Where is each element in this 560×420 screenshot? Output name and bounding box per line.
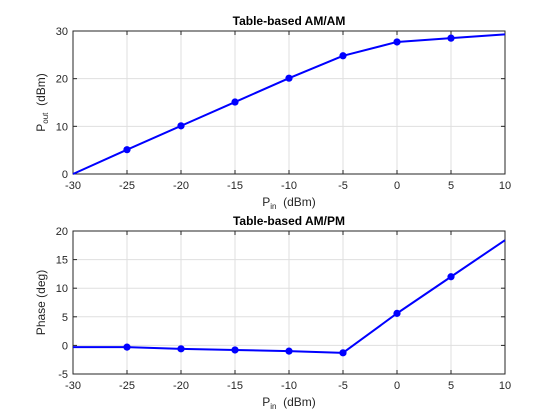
chart-title: Table-based AM/AM [233,14,346,28]
x-tick-label: -20 [173,380,189,392]
x-tick-label: -25 [119,380,135,392]
data-point [177,345,185,353]
x-tick-label: -20 [173,180,189,192]
x-tick-label: 10 [499,180,511,192]
data-point [231,98,239,106]
y-tick-label: -5 [58,369,68,381]
y-axis-label: Pout (dBm) [34,73,50,131]
x-tick-label: -15 [227,180,243,192]
data-point [447,34,455,42]
data-point [339,52,347,60]
data-point [393,309,401,317]
x-axis-label: Pin (dBm) [262,395,316,411]
x-tick-label: -30 [65,180,81,192]
data-point [285,347,293,355]
x-tick-label: 5 [448,380,454,392]
data-point [339,349,347,357]
chart-title: Table-based AM/PM [233,214,345,228]
x-tick-label: 0 [394,180,400,192]
data-point [447,273,455,281]
y-tick-label: 30 [56,26,68,38]
y-tick-label: 20 [56,74,68,86]
data-point [123,146,131,154]
x-tick-label: -10 [281,380,297,392]
y-tick-label: 5 [62,312,68,324]
data-point [123,343,131,351]
x-axis-label: Pin (dBm) [262,195,316,211]
x-tick-label: -5 [338,180,348,192]
x-tick-label: -30 [65,380,81,392]
data-point [285,74,293,82]
x-tick-label: -10 [281,180,297,192]
x-tick-label: -25 [119,180,135,192]
x-tick-label: 0 [394,380,400,392]
data-point [177,122,185,130]
y-axis-label: Phase (deg) [34,270,48,335]
x-tick-label: 5 [448,180,454,192]
y-tick-label: 0 [62,340,68,352]
chart-2: -30 -25 -20 -15 -10 -5 0 5 10 -5 0 5 10 15 20 Table-bas… [34,214,511,411]
data-point [393,38,401,46]
x-tick-label: 10 [499,380,511,392]
x-tick-label: -15 [227,380,243,392]
y-tick-label: 20 [56,226,68,238]
y-tick-label: 0 [62,169,68,181]
y-tick-label: 10 [56,121,68,133]
y-tick-label: 10 [56,283,68,295]
y-tick-label: 15 [56,255,68,267]
data-point [231,346,239,354]
x-tick-label: -5 [338,380,348,392]
chart-1: -30 -25 -20 -15 -10 -5 0 5 10 0 10 20 30 Table-based … [34,14,511,211]
